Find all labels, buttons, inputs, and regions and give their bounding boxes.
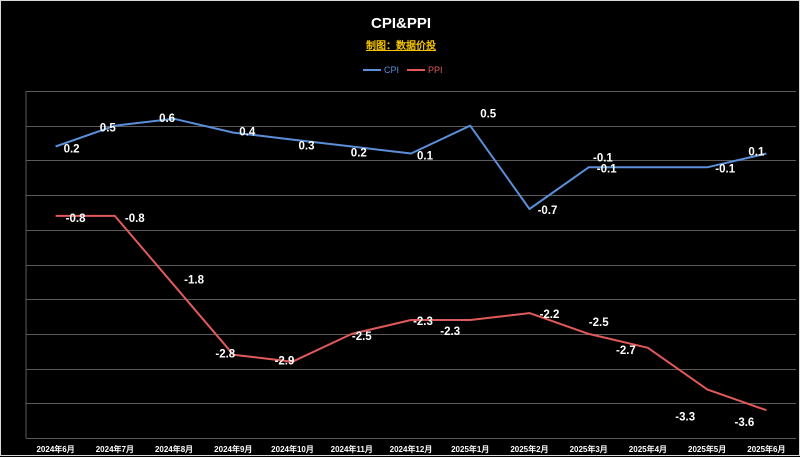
data-label-ppi: -1.8 bbox=[184, 274, 204, 286]
x-tick-label: 2024年6月 bbox=[36, 444, 74, 454]
data-label-cpi: 0.2 bbox=[351, 148, 367, 160]
x-tick-label: 2024年12月 bbox=[390, 444, 433, 454]
data-label-cpi: 0.5 bbox=[480, 109, 497, 121]
data-label-ppi: -2.3 bbox=[413, 316, 433, 328]
data-label-ppi: -2.5 bbox=[589, 317, 609, 329]
data-label-ppi: -0.8 bbox=[125, 213, 145, 225]
x-tick-label: 2024年10月 bbox=[271, 444, 314, 454]
data-label-cpi: 0.1 bbox=[417, 151, 434, 163]
data-label-ppi: -3.3 bbox=[675, 411, 695, 423]
data-labels: 0.20.50.60.40.30.2 0.10.5-0.7-0.1-0.1-0.1… bbox=[64, 109, 765, 430]
data-label-ppi: -2.2 bbox=[540, 309, 560, 321]
x-tick-label: 2024年7月 bbox=[96, 444, 134, 454]
x-tick-label: 2024年8月 bbox=[155, 444, 193, 454]
x-tick-label: 2025年2月 bbox=[510, 444, 548, 454]
x-axis-ticks: 2024年6月 2024年7月 2024年8月 2024年9月 2024年10月 2024… bbox=[36, 444, 785, 454]
data-label-cpi: 0.3 bbox=[299, 141, 315, 153]
legend-label-cpi: CPI bbox=[384, 65, 399, 75]
x-tick-label: 2025年1月 bbox=[451, 444, 489, 454]
x-tick-label: 2025年5月 bbox=[688, 444, 726, 454]
gridlines bbox=[25, 91, 796, 439]
series-line-cpi bbox=[55, 117, 767, 210]
data-label-cpi: 0.2 bbox=[64, 144, 80, 156]
data-label-ppi: -2.9 bbox=[275, 356, 295, 368]
legend-label-ppi: PPI bbox=[428, 65, 443, 75]
data-label-cpi: 0.4 bbox=[239, 127, 256, 139]
x-tick-label: 2025年6月 bbox=[747, 444, 785, 454]
chart-title: CPI&PPI bbox=[371, 15, 431, 32]
x-tick-label: 2025年3月 bbox=[570, 444, 608, 454]
data-label-cpi: 0.1 bbox=[748, 147, 765, 159]
data-label-cpi: -0.1 bbox=[593, 152, 613, 164]
data-label-cpi: -0.7 bbox=[538, 205, 558, 217]
chart-subtitle: 制图：数据价投 bbox=[366, 39, 436, 52]
x-tick-label: 2025年4月 bbox=[629, 444, 667, 454]
legend: CPI PPI bbox=[363, 65, 443, 75]
data-label-ppi: -2.5 bbox=[352, 331, 372, 343]
data-label-ppi: -2.7 bbox=[616, 345, 636, 357]
x-tick-label: 2024年11月 bbox=[331, 444, 373, 454]
data-label-ppi: -3.6 bbox=[734, 417, 754, 429]
data-label-cpi: 0.5 bbox=[100, 123, 117, 135]
series-line-ppi bbox=[55, 214, 767, 412]
series-lines bbox=[55, 117, 767, 412]
data-label-ppi: -0.8 bbox=[66, 213, 86, 225]
data-label-ppi: -2.8 bbox=[215, 349, 235, 361]
x-tick-label: 2024年9月 bbox=[214, 444, 252, 454]
data-label-cpi: -0.1 bbox=[597, 163, 617, 175]
data-label-cpi: 0.6 bbox=[159, 113, 175, 125]
data-label-cpi: -0.1 bbox=[715, 163, 735, 175]
data-label-ppi: -2.3 bbox=[440, 326, 460, 338]
